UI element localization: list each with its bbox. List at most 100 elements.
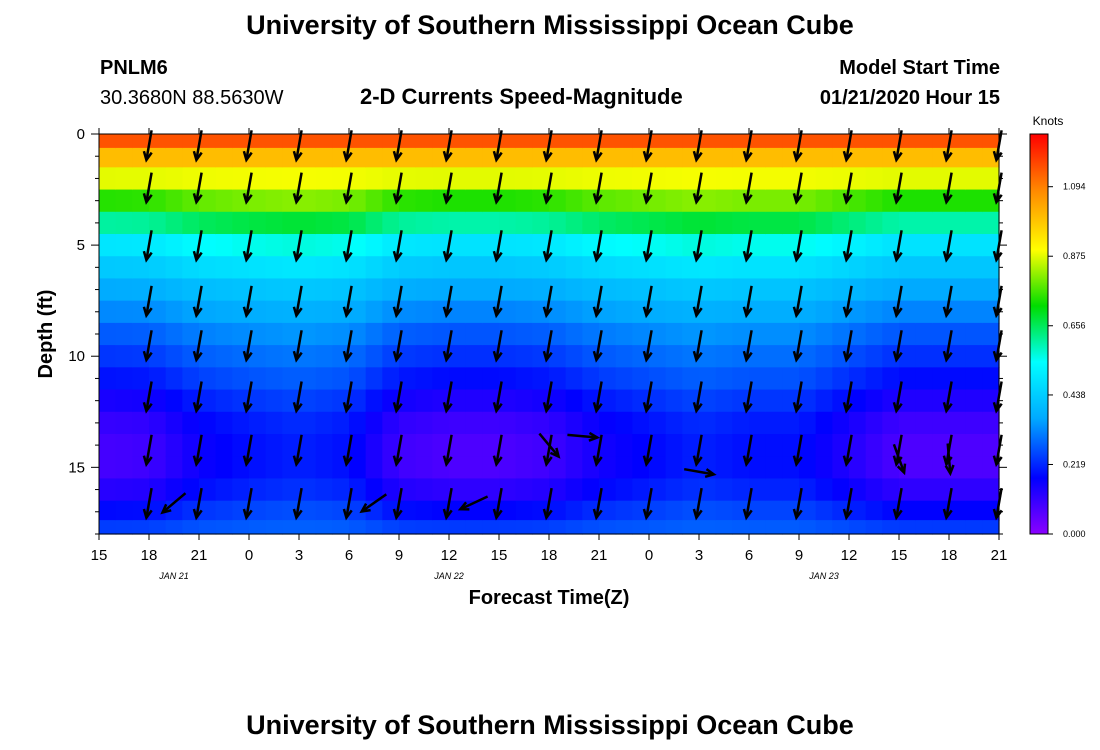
heat-cell xyxy=(315,167,333,191)
heat-cell xyxy=(749,367,767,391)
heat-cell xyxy=(349,134,367,149)
current-arrow xyxy=(892,443,907,476)
heat-cell xyxy=(332,322,350,346)
heat-cell xyxy=(465,520,483,535)
heat-cell xyxy=(882,300,900,324)
heat-cell xyxy=(715,189,733,213)
heat-cell xyxy=(615,322,633,346)
heat-cell xyxy=(315,345,333,368)
current-arrow xyxy=(792,285,803,319)
heat-cell xyxy=(582,434,600,457)
heat-cell xyxy=(499,500,517,521)
heat-cell xyxy=(499,520,517,535)
heat-cell xyxy=(565,300,583,324)
heat-cell xyxy=(365,278,383,302)
heat-cell xyxy=(665,278,683,302)
heat-cell xyxy=(765,389,783,413)
heat-cell xyxy=(699,367,717,391)
heat-cell xyxy=(599,478,617,502)
heat-cell xyxy=(299,189,317,213)
heat-cell xyxy=(265,134,283,149)
heat-cell xyxy=(199,322,217,346)
heat-cell xyxy=(115,434,133,457)
heat-cell xyxy=(732,234,750,257)
heat-cell xyxy=(132,256,150,280)
heat-cell xyxy=(282,367,300,391)
heat-cell xyxy=(599,211,617,235)
heat-cell xyxy=(415,500,433,521)
heat-cell xyxy=(749,411,767,435)
heat-cell xyxy=(815,189,833,213)
heat-cell xyxy=(315,278,333,302)
heat-cell xyxy=(115,167,133,191)
x-tick-label: 0 xyxy=(645,547,653,564)
heat-cell xyxy=(199,189,217,213)
current-arrows xyxy=(142,130,1003,521)
current-arrow xyxy=(442,285,453,319)
heat-cell xyxy=(215,300,233,324)
heat-cell xyxy=(849,147,867,168)
heat-cell xyxy=(782,520,800,535)
heat-cell xyxy=(565,345,583,368)
heat-cell xyxy=(549,500,567,521)
heat-cell xyxy=(399,500,417,521)
heat-cell xyxy=(515,389,533,413)
current-arrow xyxy=(442,330,453,363)
heat-cell xyxy=(965,456,983,480)
heat-cell xyxy=(499,345,517,368)
current-arrow xyxy=(392,230,403,263)
heat-cell xyxy=(965,367,983,391)
current-arrow xyxy=(292,172,303,205)
heat-cell xyxy=(432,167,450,191)
heat-cell xyxy=(115,456,133,480)
page-title-top: University of Southern Mississippi Ocean… xyxy=(246,10,854,40)
heat-cell xyxy=(165,189,183,213)
heat-cell xyxy=(599,367,617,391)
heat-cell xyxy=(615,456,633,480)
heat-cell xyxy=(799,434,817,457)
heat-cell xyxy=(549,322,567,346)
heat-cell xyxy=(582,478,600,502)
current-arrow xyxy=(542,381,553,414)
heat-cell xyxy=(649,411,667,435)
heat-cell xyxy=(265,189,283,213)
current-arrow xyxy=(292,330,303,363)
y-tick-label: 15 xyxy=(68,459,85,476)
current-arrow xyxy=(942,381,953,414)
heat-cell xyxy=(965,389,983,413)
heat-cell xyxy=(865,500,883,521)
heat-cell xyxy=(565,211,583,235)
heat-cell xyxy=(632,234,650,257)
heat-cell xyxy=(215,520,233,535)
heat-cell xyxy=(649,478,667,502)
heat-cell xyxy=(965,434,983,457)
heat-cell xyxy=(932,322,950,346)
heat-cell xyxy=(765,500,783,521)
heat-cell xyxy=(149,520,167,535)
heat-cell xyxy=(182,434,200,457)
heat-cell xyxy=(365,189,383,213)
heat-cell xyxy=(582,234,600,257)
heat-cell xyxy=(99,322,117,346)
heat-cell xyxy=(832,256,850,280)
heat-cell xyxy=(965,211,983,235)
heat-cell xyxy=(282,234,300,257)
x-tick-label: 15 xyxy=(891,547,908,564)
heat-cell xyxy=(865,167,883,191)
heat-cell xyxy=(499,167,517,191)
heat-cell xyxy=(682,167,700,191)
heat-cell xyxy=(949,345,967,368)
heat-cell xyxy=(165,367,183,391)
heat-cell xyxy=(482,411,500,435)
heat-cell xyxy=(265,500,283,521)
colorbar: Knots 0.000 0.219 0.438 0.656 0.875 1.094 xyxy=(1029,114,1086,539)
heat-cell xyxy=(532,300,550,324)
heat-cell xyxy=(915,500,933,521)
station-coordinates: 30.3680N 88.5630W xyxy=(100,87,284,109)
heat-cell xyxy=(549,167,567,191)
heat-cell xyxy=(199,434,217,457)
model-start-label: Model Start Time xyxy=(839,57,1000,79)
heat-cell xyxy=(299,411,317,435)
heat-cell xyxy=(565,367,583,391)
heat-cell xyxy=(482,520,500,535)
